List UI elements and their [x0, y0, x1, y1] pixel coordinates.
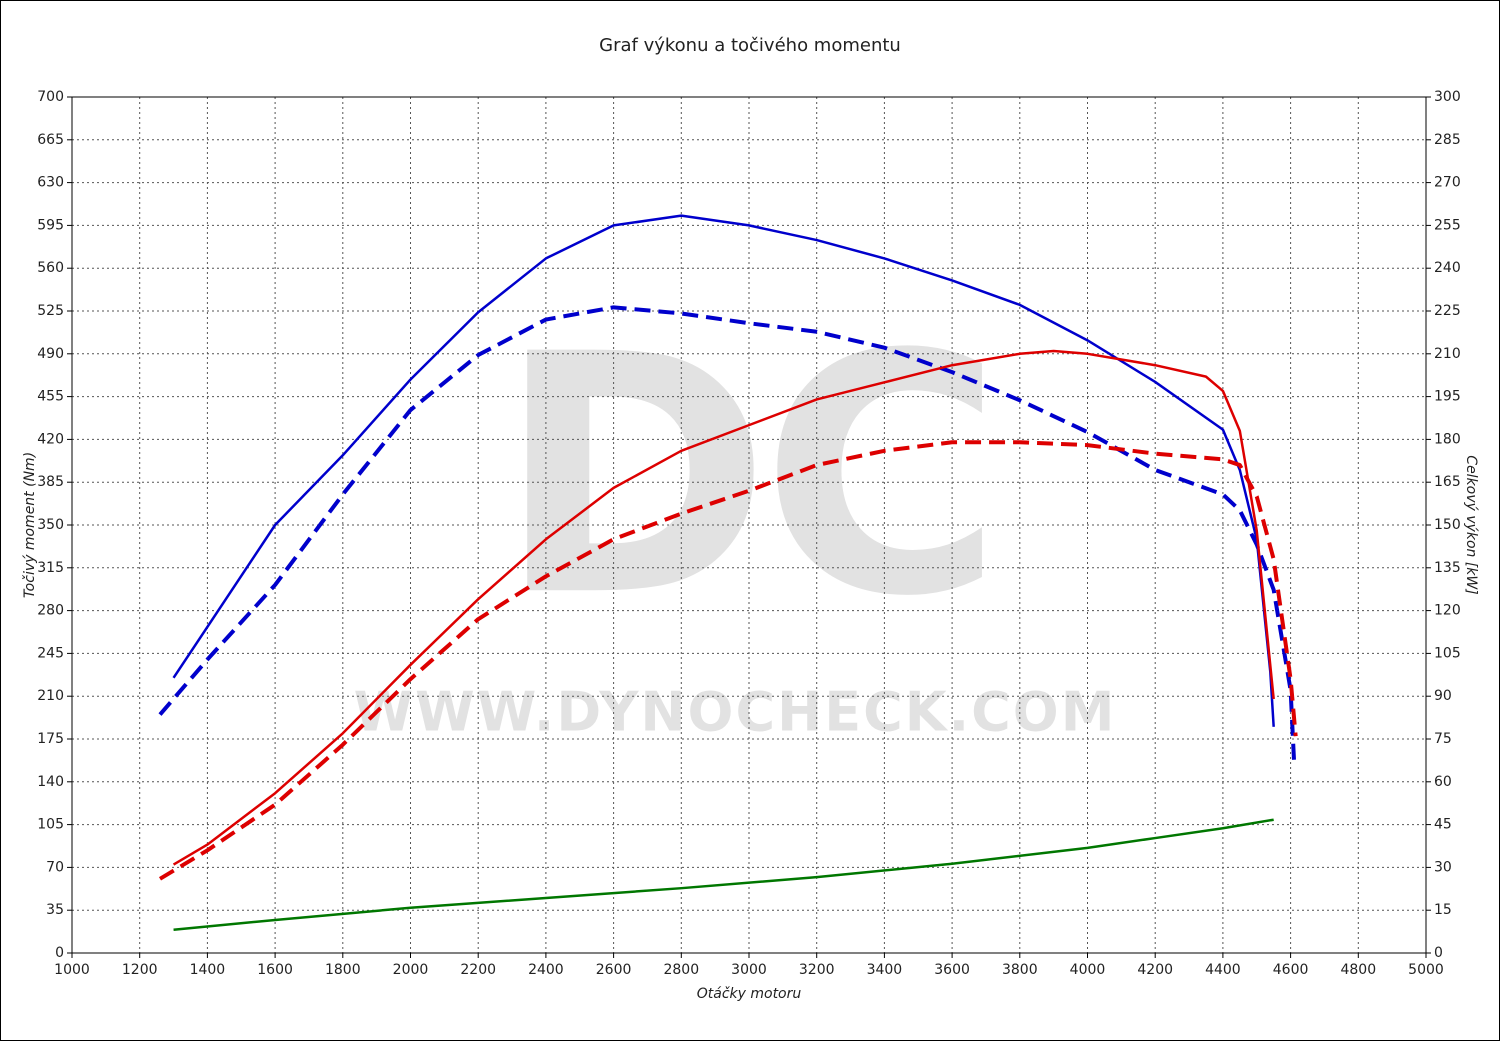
y-tick-label: 700 — [37, 89, 64, 105]
y-tick-label: 280 — [37, 603, 64, 619]
y2-tick-label: 270 — [1434, 175, 1461, 191]
plot-border — [71, 96, 1427, 954]
y-tick-label: 0 — [55, 945, 64, 961]
y-tick-label: 35 — [46, 902, 64, 918]
series-line — [158, 305, 1296, 760]
x-tick-label: 1600 — [257, 962, 293, 978]
y2-tick-label: 240 — [1434, 260, 1461, 276]
x-tick-label: 4600 — [1273, 962, 1309, 978]
y2-tick-label: 120 — [1434, 603, 1461, 619]
y-tick-label: 140 — [37, 774, 64, 790]
x-tick-label: 3000 — [731, 962, 767, 978]
x-tick-label: 3600 — [934, 962, 970, 978]
y-tick-label: 70 — [46, 859, 64, 875]
x-tick-label: 2200 — [460, 962, 496, 978]
x-tick-label: 2000 — [393, 962, 429, 978]
y-tick-label: 525 — [37, 303, 64, 319]
y2-tick-label: 165 — [1434, 474, 1461, 490]
x-tick-label: 5000 — [1408, 962, 1444, 978]
y-axis-label: Točivý moment (Nm) — [22, 452, 38, 598]
watermark: DC WWW.DYNOCHECK.COM — [354, 284, 1117, 744]
y2-tick-label: 75 — [1434, 731, 1452, 747]
x-tick-label: 2600 — [596, 962, 632, 978]
x-tick-label: 4000 — [1070, 962, 1106, 978]
y2-tick-label: 180 — [1434, 431, 1461, 447]
y2-tick-label: 0 — [1434, 945, 1443, 961]
y2-tick-label: 135 — [1434, 560, 1461, 576]
y2-tick-label: 45 — [1434, 817, 1452, 833]
y2-tick-label: 255 — [1434, 217, 1461, 233]
y-tick-label: 210 — [37, 688, 64, 704]
series-line — [172, 349, 1275, 866]
y-tick-label: 595 — [37, 217, 64, 233]
x-axis-label: Otáčky motoru — [697, 986, 802, 1002]
series-line — [158, 440, 1298, 881]
watermark-url: WWW.DYNOCHECK.COM — [354, 681, 1117, 744]
x-tick-label: 3400 — [867, 962, 903, 978]
y-tick-label: 665 — [37, 132, 64, 148]
y2-tick-label: 30 — [1434, 859, 1452, 875]
y-tick-label: 350 — [37, 517, 64, 533]
y2-tick-label: 150 — [1434, 517, 1461, 533]
y2-tick-label: 60 — [1434, 774, 1452, 790]
y-tick-label: 245 — [37, 645, 64, 661]
x-tick-label: 3200 — [799, 962, 835, 978]
x-tick-label: 1200 — [122, 962, 158, 978]
y2-tick-label: 195 — [1434, 389, 1461, 405]
y2-tick-label: 300 — [1434, 89, 1461, 105]
series-line — [173, 818, 1274, 932]
x-tick-label: 3800 — [1002, 962, 1038, 978]
y-tick-label: 630 — [37, 175, 64, 191]
y-tick-label: 105 — [37, 817, 64, 833]
x-tick-label: 1000 — [54, 962, 90, 978]
x-tick-label: 4400 — [1205, 962, 1241, 978]
y-tick-label: 315 — [37, 560, 64, 576]
y2-tick-label: 90 — [1434, 688, 1452, 704]
y-tick-label: 455 — [37, 389, 64, 405]
y2-tick-label: 225 — [1434, 303, 1461, 319]
y-tick-label: 385 — [37, 474, 64, 490]
chart-title: Graf výkonu a točivého momentu — [599, 35, 901, 56]
y-tick-label: 175 — [37, 731, 64, 747]
watermark-logo: DC — [497, 284, 993, 668]
x-tick-label: 2800 — [663, 962, 699, 978]
x-tick-label: 1800 — [325, 962, 361, 978]
y-tick-label: 420 — [37, 431, 64, 447]
x-tick-label: 1400 — [190, 962, 226, 978]
y2-axis-label: Celkový výkon [kW] — [1463, 455, 1479, 594]
y-tick-label: 560 — [37, 260, 64, 276]
x-tick-label: 2400 — [528, 962, 564, 978]
x-tick-label: 4200 — [1137, 962, 1173, 978]
y2-tick-label: 210 — [1434, 346, 1461, 362]
y2-tick-label: 285 — [1434, 132, 1461, 148]
y-tick-label: 490 — [37, 346, 64, 362]
y2-tick-label: 105 — [1434, 645, 1461, 661]
y2-tick-label: 15 — [1434, 902, 1452, 918]
x-tick-label: 4800 — [1340, 962, 1376, 978]
